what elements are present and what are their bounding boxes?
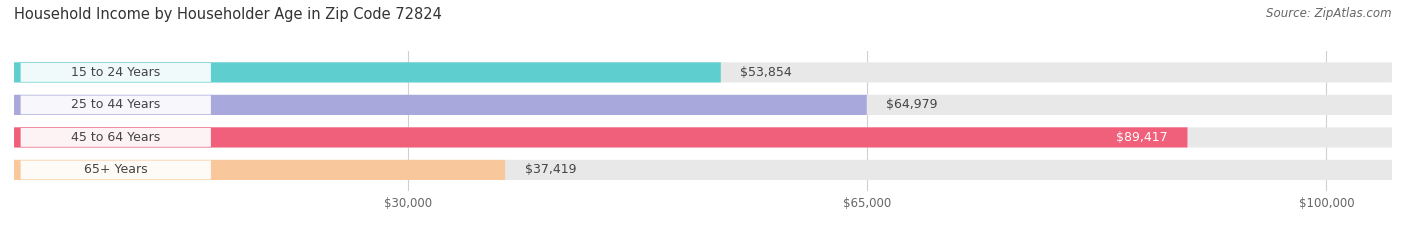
Text: Household Income by Householder Age in Zip Code 72824: Household Income by Householder Age in Z… (14, 7, 441, 22)
Text: $37,419: $37,419 (524, 163, 576, 176)
Text: $89,417: $89,417 (1116, 131, 1168, 144)
Text: 65+ Years: 65+ Years (84, 163, 148, 176)
FancyBboxPatch shape (14, 62, 721, 82)
FancyBboxPatch shape (14, 127, 1188, 147)
Text: Source: ZipAtlas.com: Source: ZipAtlas.com (1267, 7, 1392, 20)
Text: 25 to 44 Years: 25 to 44 Years (72, 98, 160, 111)
Text: 15 to 24 Years: 15 to 24 Years (72, 66, 160, 79)
FancyBboxPatch shape (14, 160, 1392, 180)
FancyBboxPatch shape (14, 127, 1392, 147)
FancyBboxPatch shape (21, 63, 211, 82)
FancyBboxPatch shape (14, 95, 1392, 115)
Text: 45 to 64 Years: 45 to 64 Years (72, 131, 160, 144)
FancyBboxPatch shape (21, 161, 211, 179)
FancyBboxPatch shape (14, 160, 505, 180)
FancyBboxPatch shape (14, 62, 1392, 82)
FancyBboxPatch shape (21, 96, 211, 114)
Text: $64,979: $64,979 (886, 98, 938, 111)
FancyBboxPatch shape (14, 95, 866, 115)
FancyBboxPatch shape (21, 128, 211, 147)
Text: $53,854: $53,854 (741, 66, 792, 79)
